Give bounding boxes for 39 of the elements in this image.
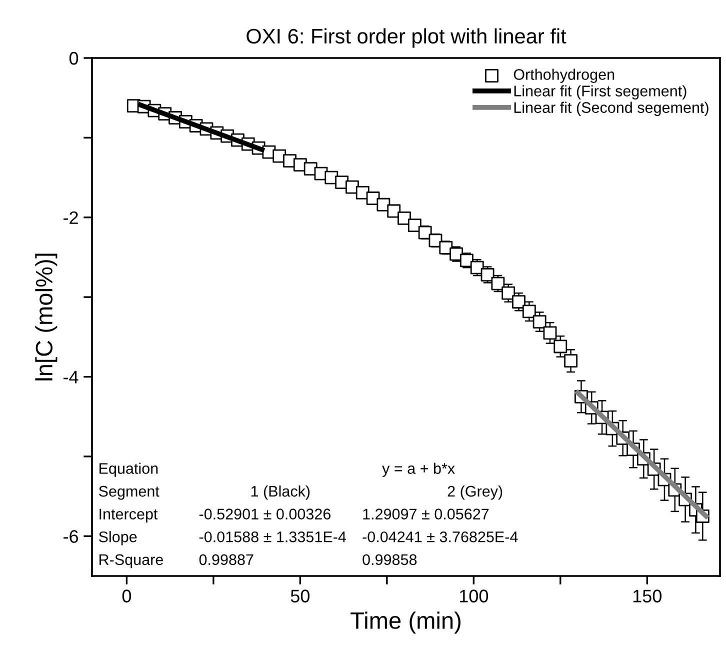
y-tick-label: -2 bbox=[64, 211, 78, 224]
annotation: 2 (Grey) bbox=[448, 485, 502, 500]
point bbox=[398, 211, 411, 225]
chart-title: OXI 6: First order plot with linear fit bbox=[246, 28, 566, 48]
point bbox=[502, 286, 516, 300]
point bbox=[554, 340, 568, 354]
annotation: Intercept bbox=[100, 508, 158, 523]
annotation: Slope bbox=[98, 531, 137, 546]
annotation: -0.04241 ± 3.76825E-4 bbox=[362, 531, 518, 542]
x-tick-label: 150 bbox=[633, 590, 662, 602]
annotation: 0.99887 bbox=[199, 554, 254, 566]
y-axis-title: ln[C (mol%)] bbox=[35, 254, 58, 380]
point bbox=[356, 186, 370, 200]
point bbox=[532, 315, 546, 328]
y-tick-label: -6 bbox=[64, 530, 78, 543]
annotation: -0.01588 ± 1.3351E-4 bbox=[199, 531, 346, 542]
y-tick-label: -4 bbox=[64, 370, 78, 384]
annotation: -0.52901 ± 0.00326 bbox=[199, 508, 330, 520]
legend-label: Linear fit (Second segement) bbox=[514, 102, 708, 116]
x-axis-title: Time (min) bbox=[350, 612, 460, 634]
point bbox=[387, 204, 401, 218]
annotation: y = a + b*x bbox=[382, 462, 455, 477]
annotation: Equation bbox=[100, 462, 158, 477]
point bbox=[408, 218, 422, 232]
y-tick-label: 0 bbox=[69, 52, 78, 65]
point bbox=[543, 326, 557, 340]
legend-label: Linear fit (First segement) bbox=[514, 85, 686, 100]
point bbox=[564, 354, 578, 368]
x-tick-label: 0 bbox=[122, 590, 132, 602]
legend-label: Orthohydrogen bbox=[514, 68, 614, 83]
point bbox=[522, 304, 536, 318]
annotation: Segment bbox=[98, 486, 160, 500]
x-tick-label: 100 bbox=[460, 590, 488, 602]
x-tick-label: 50 bbox=[290, 590, 310, 602]
annotation: R-Square bbox=[100, 554, 163, 568]
annotation: 1.29097 ± 0.05627 bbox=[363, 508, 489, 520]
annotation: 0.99858 bbox=[362, 554, 417, 566]
point bbox=[512, 295, 526, 309]
annotation: 1 (Black) bbox=[251, 485, 310, 500]
